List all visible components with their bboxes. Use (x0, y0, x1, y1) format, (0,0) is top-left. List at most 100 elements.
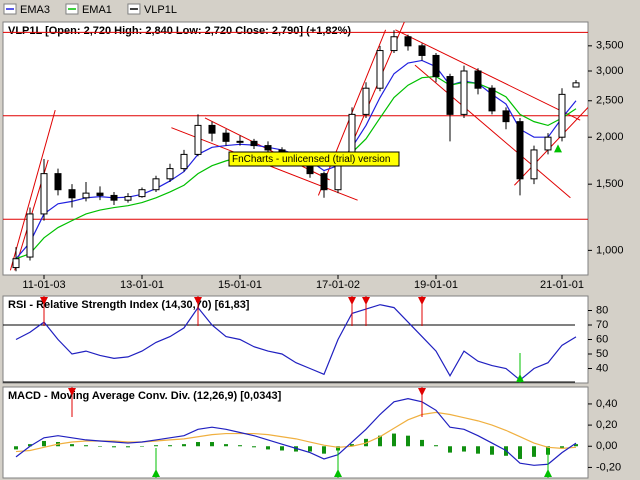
y-tick-label: 40 (596, 362, 608, 374)
candle-body (320, 173, 328, 191)
buy-signal (516, 374, 524, 382)
signal-line-series (15, 411, 577, 453)
candle-body (96, 192, 104, 196)
legend-label: EMA3 (20, 4, 50, 16)
histogram-bar (434, 445, 438, 447)
y-tick-label: 2,500 (596, 95, 624, 107)
candle-body (418, 45, 426, 56)
sell-signal (40, 297, 48, 305)
x-tick-label: 13-01-01 (120, 279, 164, 291)
x-tick-label: 17-01-02 (316, 279, 360, 291)
y-tick-label: 3,000 (596, 65, 624, 77)
macd-panel (2, 386, 589, 479)
panel-title: RSI - Relative Strength Index (14,30,70)… (8, 299, 250, 311)
histogram-bar (126, 446, 130, 448)
x-tick-label: 11-01-03 (22, 279, 65, 291)
trendline (9, 110, 56, 271)
sell-signal (418, 388, 426, 396)
candle-body (432, 54, 440, 78)
candle-body (26, 213, 34, 258)
histogram-bar (350, 444, 354, 447)
candle-body (544, 136, 552, 151)
candle-body (166, 168, 174, 180)
y-tick-label: 2,000 (596, 131, 624, 143)
y-tick-label: 1,000 (596, 244, 624, 256)
candle-body (54, 173, 62, 191)
watermark-box (228, 151, 400, 167)
histogram-bar (462, 446, 466, 452)
candle-body (558, 93, 566, 138)
candle-body (264, 145, 272, 151)
candle-body (516, 121, 524, 180)
histogram-bar (154, 445, 158, 447)
candle-body (40, 173, 48, 215)
y-tick-label: 80 (596, 304, 608, 316)
candle-body (180, 153, 188, 170)
histogram-bar (560, 446, 564, 449)
candle-body (12, 258, 20, 269)
candle-body (530, 149, 538, 180)
x-tick-label: 15-01-01 (218, 279, 262, 291)
histogram-bar (14, 446, 18, 450)
histogram-bar (28, 444, 32, 447)
y-tick-label: 70 (596, 319, 608, 331)
candle-body (376, 50, 384, 89)
histogram-bar (140, 446, 144, 447)
histogram-bar (84, 445, 88, 447)
histogram-bar (532, 446, 536, 457)
candle-body (152, 178, 160, 191)
x-tick-label: 21-01-01 (540, 279, 584, 291)
histogram-bar (98, 446, 102, 447)
sell-signal (68, 388, 76, 396)
panel-title: VLP1L [Open: 2,720 High: 2,840 Low: 2,72… (8, 25, 351, 37)
histogram-bar (448, 446, 452, 453)
legend-bar (0, 0, 640, 20)
candle-body (502, 110, 510, 123)
candle-body (124, 196, 132, 201)
trendline (414, 64, 571, 199)
histogram-bar (406, 435, 410, 447)
histogram-bar (420, 439, 424, 447)
sell-signal (362, 297, 370, 305)
histogram-bar (518, 446, 522, 459)
rsi-line (15, 304, 577, 381)
candle-body (474, 70, 482, 89)
histogram-bar (210, 442, 214, 447)
candle-body (250, 140, 258, 147)
candle-body (362, 87, 370, 115)
candle-body (236, 140, 244, 143)
y-tick-label: 50 (596, 348, 608, 360)
y-tick-label: -0,20 (596, 461, 621, 473)
candle-body (68, 189, 76, 199)
histogram-bar (168, 445, 172, 447)
histogram-bar (378, 435, 382, 447)
candle-body (194, 124, 202, 155)
y-tick-label: 0,00 (596, 440, 617, 452)
candle-body (208, 124, 216, 134)
buy-signal (544, 469, 552, 477)
y-tick-label: 0,40 (596, 398, 617, 410)
sell-signal (194, 297, 202, 305)
candle-body (138, 189, 146, 198)
histogram-bar (224, 444, 228, 447)
trendline (395, 29, 581, 121)
legend-label: VLP1L (144, 4, 177, 16)
histogram-bar (112, 446, 116, 448)
candle-body (460, 70, 468, 115)
candle-body (110, 194, 118, 201)
histogram-bar (280, 446, 284, 451)
histogram-bar (182, 444, 186, 447)
histogram-bar (476, 446, 480, 454)
marks: VLP1L [Open: 2,720 High: 2,840 Low: 2,72… (3, 3, 624, 478)
y-tick-label: 0,20 (596, 419, 617, 431)
histogram-bar (252, 446, 256, 448)
histogram-bar (392, 433, 396, 447)
y-tick-label: 3,500 (596, 40, 624, 52)
legend-label: EMA1 (82, 4, 112, 16)
histogram-bar (70, 444, 74, 447)
candle-body (572, 82, 580, 88)
buy-signal (334, 469, 342, 477)
histogram-bar (266, 446, 270, 450)
candle-body (82, 192, 90, 199)
